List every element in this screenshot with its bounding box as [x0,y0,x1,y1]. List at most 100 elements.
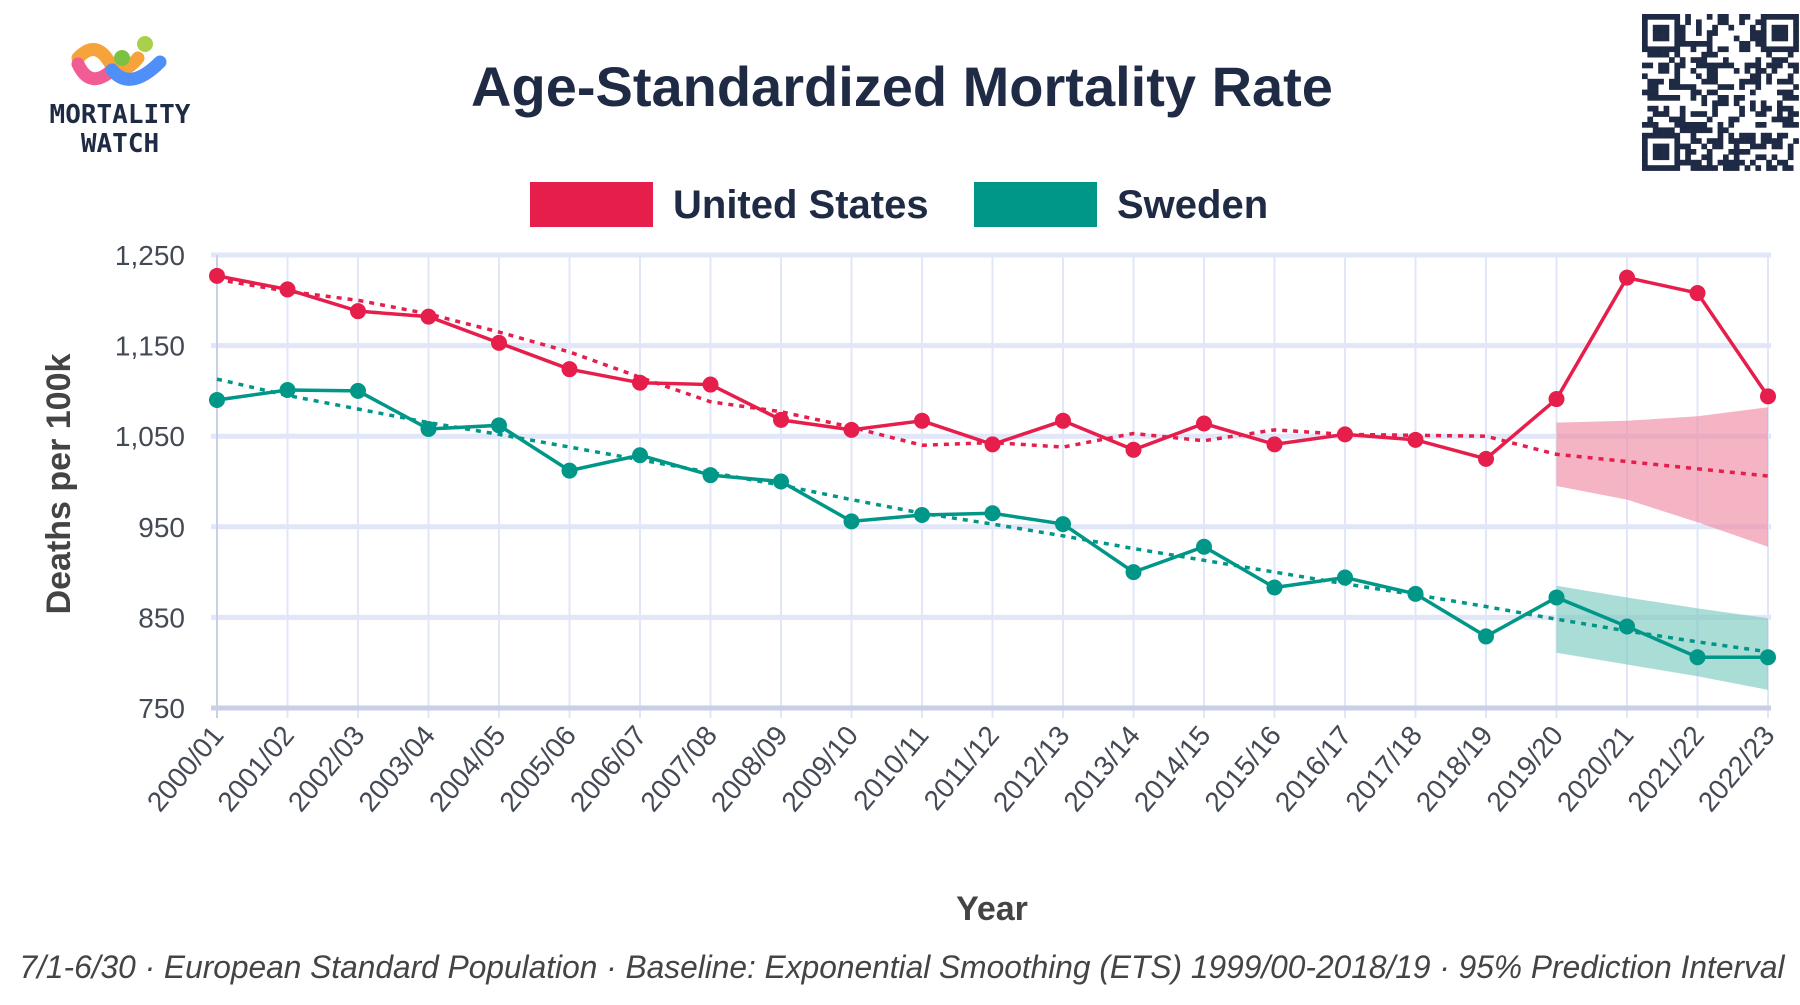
qr-module [1690,138,1697,144]
qr-module [1679,84,1686,90]
qr-module [1658,24,1664,31]
qr-module [1658,95,1664,101]
qr-module [1652,89,1659,96]
qr-module [1782,35,1789,42]
qr-module [1760,46,1767,53]
qr-module [1674,122,1681,128]
qr-module [1701,127,1708,134]
qr-module [1793,122,1799,128]
qr-module [1696,19,1702,26]
qr-module [1706,154,1713,161]
qr-module [1733,100,1740,107]
qr-module [1647,84,1654,90]
baseline-line-sweden [216,377,1769,654]
qr-module [1723,84,1729,90]
qr-module [1717,159,1724,166]
legend-item-sweden[interactable]: Sweden [974,182,1268,227]
qr-module [1685,41,1691,47]
qr-module [1739,132,1745,139]
qr-module [1750,73,1756,80]
qr-module [1793,46,1799,53]
qr-module [1782,24,1789,31]
qr-module [1755,111,1762,117]
legend-item-united-states[interactable]: United States [530,182,929,227]
data-point-sweden [914,507,930,524]
qr-module [1777,46,1783,53]
qr-module [1674,14,1681,20]
qr-module [1674,132,1681,139]
qr-module [1679,111,1686,117]
qr-module [1652,165,1659,171]
qr-module [1771,35,1778,42]
qr-module [1696,122,1702,128]
qr-module [1750,35,1756,42]
qr-module [1739,159,1745,166]
qr-module [1712,78,1718,85]
qr-module [1766,165,1772,171]
chart-title: Age-Standardized Mortality Rate [471,55,1333,118]
qr-module [1642,46,1648,53]
qr-module [1771,14,1778,20]
qr-module [1755,154,1762,161]
y-tick-label: 1,150 [115,331,185,362]
qr-module [1642,154,1648,161]
qr-module [1787,14,1794,20]
qr-module [1690,84,1697,90]
qr-module [1701,78,1708,85]
qr-module [1787,165,1794,171]
qr-module [1658,149,1664,155]
qr-module [1658,154,1664,161]
data-point-sweden [1548,589,1565,606]
qr-module [1766,159,1772,166]
qr-module [1733,138,1740,144]
qr-module [1744,78,1751,85]
qr-code[interactable] [1642,14,1799,171]
qr-module [1739,149,1745,155]
qr-module [1652,143,1659,150]
qr-module [1755,84,1762,90]
qr-module [1642,41,1648,47]
qr-module [1690,132,1697,139]
data-point-sweden [1619,618,1635,635]
qr-module [1728,165,1735,171]
x-tick-label: 2022/23 [1692,720,1781,817]
qr-module [1793,62,1799,69]
qr-module [1728,24,1735,31]
qr-module [1701,165,1708,171]
qr-module [1679,105,1686,112]
qr-module [1712,105,1718,112]
data-point-united-states [350,303,366,320]
qr-module [1777,100,1783,107]
qr-module [1690,149,1697,155]
qr-module [1690,68,1697,74]
qr-module [1760,41,1767,47]
mortality-watch-logo[interactable]: MORTALITY WATCH [50,36,191,159]
qr-module [1652,78,1659,85]
qr-module [1771,138,1778,144]
qr-module [1701,111,1708,117]
qr-module [1658,127,1664,134]
qr-module [1755,78,1762,85]
qr-module [1674,138,1681,144]
prediction-interval-band-sweden [1556,585,1768,690]
qr-module [1706,89,1713,96]
qr-module [1696,73,1702,80]
series-lines [209,267,1776,666]
qr-module [1712,51,1718,58]
qr-module [1652,30,1659,36]
qr-module [1777,116,1783,123]
qr-module [1669,57,1675,63]
legend-label-sweden: Sweden [1117,183,1268,227]
qr-module [1652,35,1659,42]
qr-module [1750,159,1756,166]
qr-module [1690,57,1697,63]
qr-module [1696,24,1702,31]
qr-module [1771,46,1778,53]
qr-module [1690,46,1697,53]
qr-module [1706,165,1713,171]
logo-text-line2: WATCH [81,129,159,159]
data-point-united-states [984,436,1001,453]
qr-module [1787,73,1794,80]
data-point-united-states [632,374,648,391]
